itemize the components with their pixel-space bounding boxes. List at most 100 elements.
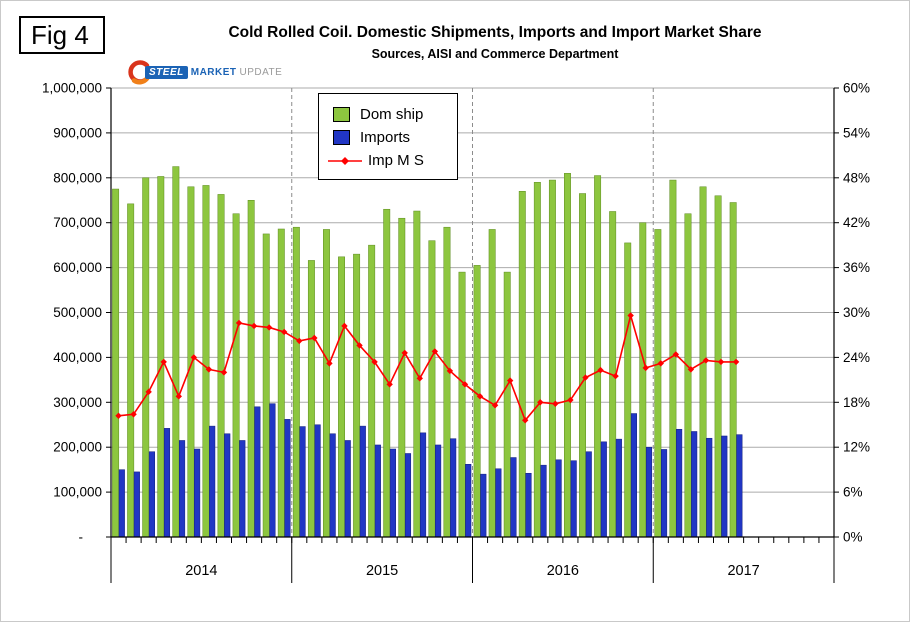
dom-ship-bars: [112, 166, 737, 538]
bar-imports: [194, 448, 201, 538]
bar-dom-ship: [654, 229, 662, 538]
legend-item-dom-ship: Dom ship: [333, 106, 457, 123]
bar-dom-ship: [533, 182, 541, 538]
imports-swatch-icon: [333, 130, 350, 145]
logo-steel-text: STEEL: [145, 65, 188, 79]
imp-ms-marker: [506, 377, 514, 384]
bar-imports: [269, 403, 276, 538]
bar-dom-ship: [307, 260, 315, 538]
imp-ms-marker: [552, 400, 559, 407]
year-label: 2016: [547, 563, 579, 579]
imp-ms-marker: [296, 337, 303, 345]
bar-imports: [480, 473, 487, 538]
bar-imports: [148, 451, 155, 538]
bar-dom-ship: [579, 193, 586, 538]
bar-imports: [570, 460, 577, 538]
imp-ms-marker: [582, 374, 589, 381]
imp-ms-marker: [371, 358, 378, 366]
left-axis-tick-label: 500,000: [53, 305, 102, 320]
right-axis-tick-label: 6%: [843, 485, 863, 500]
bar-imports: [630, 413, 637, 538]
bar-imports: [510, 457, 517, 538]
smu-logo-swoosh-icon: [128, 60, 150, 85]
imp-ms-marker: [115, 412, 122, 419]
right-axis-tick-label: 12%: [843, 440, 870, 455]
imp-ms-marker: [235, 319, 243, 327]
imp-ms-marker: [431, 348, 439, 355]
imp-ms-marker: [672, 351, 680, 358]
right-axis-tick-label: 30%: [843, 305, 870, 320]
bar-imports: [179, 440, 186, 538]
bar-dom-ship: [142, 177, 150, 538]
imp-ms-marker: [160, 358, 167, 366]
bar-imports: [420, 432, 427, 538]
bar-dom-ship: [383, 208, 391, 538]
bar-imports: [540, 464, 547, 538]
imp-ms-marker: [446, 367, 454, 375]
bar-dom-ship: [564, 173, 571, 538]
imp-ms-marker: [522, 417, 529, 424]
imp-ms-marker: [687, 366, 695, 373]
imp-ms-marker: [190, 354, 198, 361]
bar-dom-ship: [684, 213, 692, 538]
legend-label-imp-ms: Imp M S: [368, 152, 424, 169]
year-label: 2017: [727, 563, 759, 579]
left-axis-tick-label: 300,000: [53, 395, 102, 410]
bar-imports: [118, 469, 125, 538]
right-axis-tick-label: 60%: [843, 81, 870, 96]
bar-imports: [133, 471, 140, 538]
bar-imports: [645, 446, 653, 538]
bar-imports: [314, 424, 321, 538]
chart-legend: Dom ship Imports Imp M S: [318, 93, 458, 180]
left-axis-tick-label: 800,000: [53, 170, 102, 185]
imp-ms-marker: [401, 349, 408, 357]
bar-imports: [299, 426, 306, 538]
right-axis-tick-label: 48%: [843, 170, 870, 185]
imp-ms-marker: [597, 366, 604, 374]
right-axis-tick-label: 18%: [843, 395, 870, 410]
bar-imports: [691, 431, 698, 538]
bar-dom-ship: [398, 217, 406, 538]
bar-imports: [239, 440, 246, 538]
left-axis-tick-label: 100,000: [53, 485, 102, 500]
bar-dom-ship: [157, 176, 165, 538]
bar-imports: [661, 449, 668, 538]
bar-dom-ship: [473, 265, 481, 538]
bar-dom-ship: [639, 222, 647, 538]
left-axis-tick-label: -: [79, 530, 84, 545]
bar-imports: [465, 464, 472, 538]
right-axis-tick-label: 36%: [843, 260, 870, 275]
bar-imports: [600, 441, 607, 538]
right-axis-tick-label: 24%: [843, 350, 870, 365]
imp-ms-marker: [567, 396, 574, 404]
bar-dom-ship: [247, 200, 255, 538]
year-label: 2014: [185, 563, 217, 579]
bar-dom-ship: [548, 179, 556, 538]
bar-imports: [209, 425, 216, 538]
imp-ms-marker: [175, 393, 182, 400]
bar-imports: [163, 428, 171, 538]
left-axis-tick-label: 1,000,000: [42, 81, 102, 96]
imp-ms-marker: [416, 375, 423, 382]
chart-title: Cold Rolled Coil. Domestic Shipments, Im…: [228, 24, 762, 41]
imp-ms-marker: [311, 334, 318, 342]
bar-imports: [435, 444, 442, 538]
imp-ms-marker: [326, 360, 333, 367]
imp-ms-marker: [612, 372, 619, 380]
bar-imports: [585, 451, 592, 538]
legend-label-imports: Imports: [360, 129, 411, 146]
bar-imports: [676, 428, 683, 538]
imp-ms-marker: [265, 324, 273, 331]
bar-imports: [329, 433, 336, 538]
left-axis-tick-label: 400,000: [53, 350, 102, 365]
bar-dom-ship: [518, 191, 526, 538]
chart-subtitle: Sources, AISI and Commerce Department: [371, 47, 619, 61]
year-dividers: [291, 88, 654, 537]
figure-label: Fig 4: [31, 19, 89, 50]
axis-labels: - 100,000 200,000 300,000 400,000 500,000 600,…: [42, 81, 870, 580]
left-axis-tick-label: 700,000: [53, 215, 102, 230]
bar-dom-ship: [669, 179, 677, 538]
imp-ms-marker: [130, 411, 137, 418]
